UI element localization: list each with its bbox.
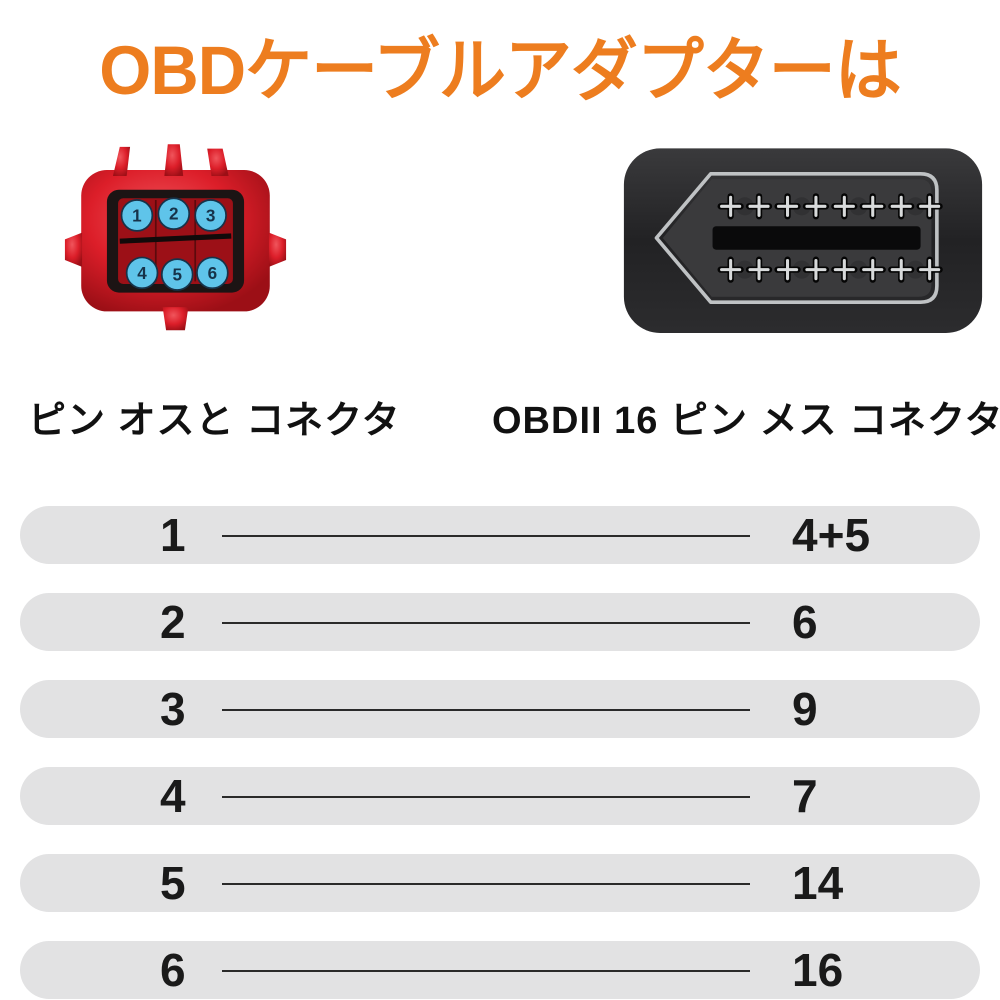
svg-text:6: 6 xyxy=(208,263,218,283)
svg-text:4: 4 xyxy=(137,263,147,283)
svg-text:1: 1 xyxy=(132,205,142,225)
svg-text:3: 3 xyxy=(206,205,216,225)
svg-text:5: 5 xyxy=(172,265,182,285)
svg-text:2: 2 xyxy=(169,204,179,224)
